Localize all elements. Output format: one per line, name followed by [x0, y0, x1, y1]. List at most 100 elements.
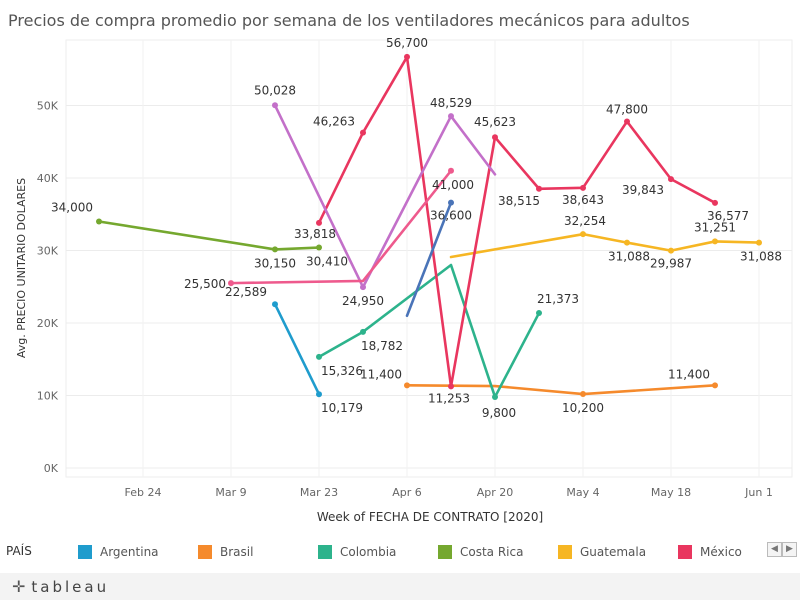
data-point[interactable]	[492, 393, 498, 400]
data-point[interactable]	[492, 134, 498, 141]
data-label: 38,643	[562, 193, 604, 207]
line-chart[interactable]: Feb 24 Mar 9 Mar 23 Apr 6 Apr 20 May 4 May 18 J…	[0, 0, 800, 535]
x-tick-label: Mar 23	[300, 486, 338, 499]
x-tick-label: May 18	[651, 486, 691, 499]
data-point[interactable]	[316, 244, 322, 251]
data-label: 10,200	[562, 401, 604, 415]
x-tick-label: Jun 1	[744, 486, 773, 499]
data-label: 15,326	[321, 364, 363, 378]
legend-swatch	[198, 545, 212, 559]
legend-label: Guatemala	[580, 545, 647, 559]
legend-swatch	[558, 545, 572, 559]
legend-item-costa-rica[interactable]: Costa Rica	[438, 542, 523, 562]
data-label: 11,400	[360, 367, 402, 381]
data-point[interactable]	[448, 199, 454, 206]
data-point[interactable]	[536, 310, 542, 317]
legend-item-guatemala[interactable]: Guatemala	[558, 542, 646, 562]
data-label: 46,263	[313, 115, 355, 129]
tableau-logo[interactable]: ✛ tableau	[12, 577, 109, 596]
y-axis-label: Avg. PRECIO UNITARIO DOLARES	[15, 178, 28, 358]
data-label: 41,000	[432, 178, 474, 192]
series-line[interactable]	[273, 103, 497, 289]
data-point[interactable]	[448, 383, 454, 390]
data-point[interactable]	[624, 118, 630, 125]
brand-wordmark: tableau	[31, 577, 110, 596]
data-label: 25,500	[184, 277, 226, 291]
data-point[interactable]	[712, 238, 718, 245]
data-label: 9,800	[482, 406, 516, 420]
x-tick-label: May 4	[566, 486, 599, 499]
series-line[interactable]	[229, 169, 453, 285]
data-point[interactable]	[272, 301, 278, 308]
data-point[interactable]	[668, 176, 674, 183]
data-point[interactable]	[316, 391, 322, 398]
data-point[interactable]	[448, 167, 454, 174]
data-label: 36,577	[707, 209, 749, 223]
legend-item-argentina[interactable]: Argentina	[78, 542, 159, 562]
data-point[interactable]	[448, 113, 454, 120]
data-label: 29,987	[650, 257, 692, 271]
data-point[interactable]	[580, 391, 586, 398]
data-point[interactable]	[536, 185, 542, 192]
data-point[interactable]	[580, 184, 586, 191]
legend-label: México	[700, 545, 742, 559]
plot-area	[65, 39, 793, 478]
legend-item-mexico[interactable]: México	[678, 542, 742, 562]
legend-swatch	[678, 545, 692, 559]
legend-pager: ◀ ▶	[767, 542, 797, 557]
data-point[interactable]	[272, 102, 278, 109]
data-point[interactable]	[712, 199, 718, 206]
data-label: 56,700	[386, 36, 428, 50]
data-point[interactable]	[360, 129, 366, 136]
chevron-left-icon[interactable]: ◀	[767, 542, 782, 557]
y-tick-label: 50K	[37, 100, 59, 113]
data-label: 47,800	[606, 102, 648, 116]
data-point[interactable]	[360, 328, 366, 335]
data-label: 30,150	[254, 256, 296, 270]
data-point[interactable]	[580, 231, 586, 238]
data-label: 36,600	[430, 209, 472, 223]
data-label: 24,950	[342, 294, 384, 308]
data-label: 31,088	[740, 250, 782, 264]
data-point[interactable]	[712, 382, 718, 389]
data-point[interactable]	[756, 239, 762, 246]
data-label: 18,782	[361, 339, 403, 353]
chevron-right-icon[interactable]: ▶	[782, 542, 797, 557]
data-label: 34,000	[51, 201, 93, 215]
series-line[interactable]	[405, 201, 453, 318]
legend-swatch	[318, 545, 332, 559]
data-point[interactable]	[316, 219, 322, 226]
legend-label: Costa Rica	[460, 545, 524, 559]
data-point[interactable]	[404, 53, 410, 60]
data-label: 48,529	[430, 96, 472, 110]
data-point[interactable]	[272, 246, 278, 253]
series-line[interactable]	[449, 232, 761, 259]
x-tick-label: Mar 9	[215, 486, 246, 499]
legend-swatch	[78, 545, 92, 559]
data-point[interactable]	[360, 284, 366, 291]
x-tick-label: Apr 6	[392, 486, 422, 499]
data-label: 11,400	[668, 367, 710, 381]
data-point[interactable]	[404, 382, 410, 389]
footer-bar: ✛ tableau	[0, 573, 800, 600]
data-label: 45,623	[474, 115, 516, 129]
tableau-logo-icon: ✛	[12, 577, 26, 596]
series-line[interactable]	[317, 55, 717, 388]
data-label: 21,373	[537, 292, 579, 306]
data-point[interactable]	[96, 218, 102, 225]
legend-item-colombia[interactable]: Colombia	[318, 542, 396, 562]
data-label: 50,028	[254, 83, 296, 97]
y-tick-label: 30K	[37, 245, 59, 258]
series-line[interactable]	[273, 302, 321, 396]
data-point[interactable]	[668, 247, 674, 254]
series-line[interactable]	[97, 220, 321, 251]
data-point[interactable]	[624, 239, 630, 246]
data-label: 38,515	[498, 194, 540, 208]
legend-label: Brasil	[220, 545, 254, 559]
data-label: 11,253	[428, 391, 470, 405]
data-point[interactable]	[316, 353, 322, 360]
legend-item-brasil[interactable]: Brasil	[198, 542, 253, 562]
x-tick-label: Feb 24	[125, 486, 162, 499]
series-line[interactable]	[317, 263, 541, 399]
data-point[interactable]	[228, 280, 234, 287]
